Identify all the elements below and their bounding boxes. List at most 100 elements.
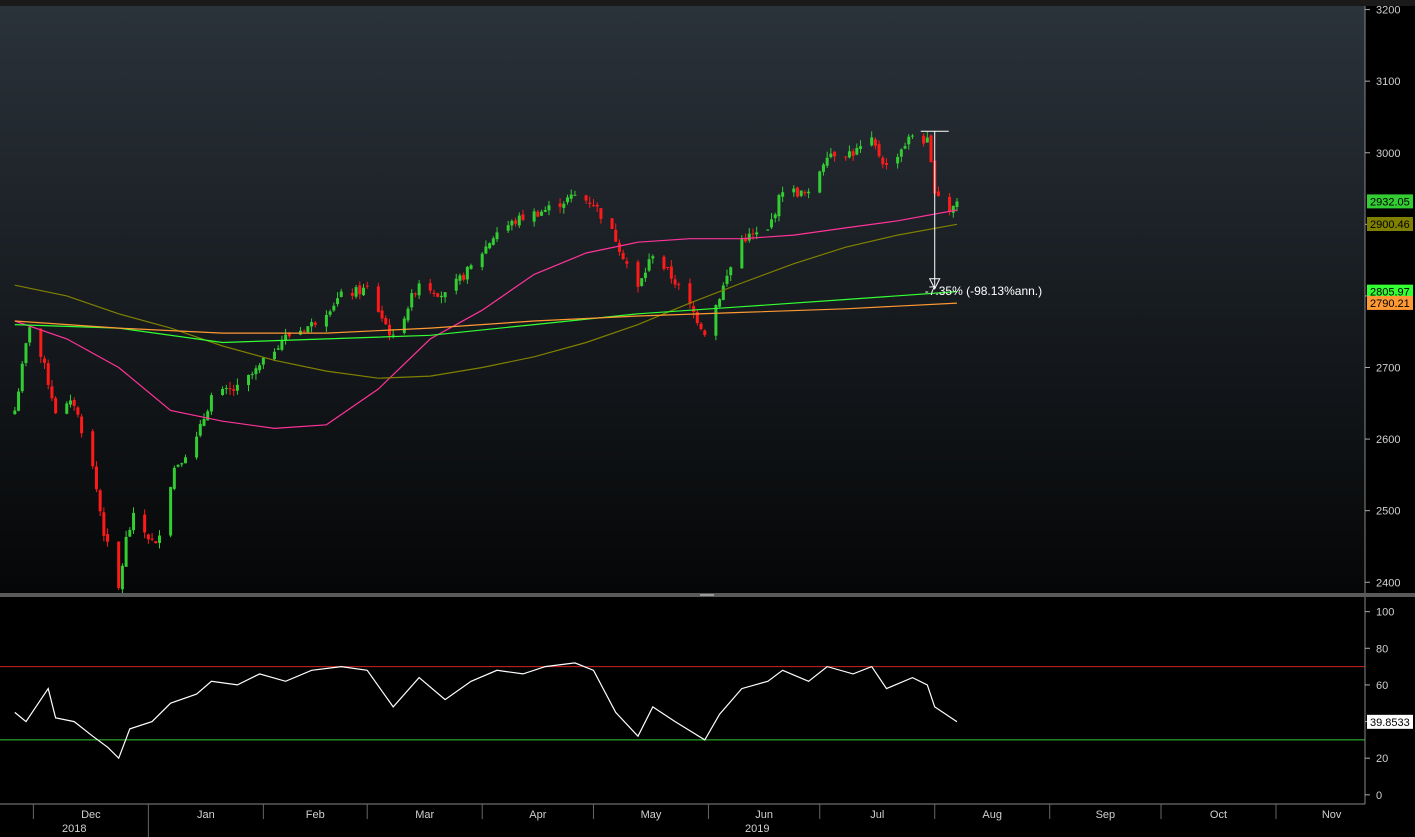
candle-down xyxy=(287,333,291,337)
candle-down xyxy=(232,389,236,391)
candle-down xyxy=(50,386,54,399)
candle-up xyxy=(13,410,17,415)
candle-up xyxy=(903,146,907,149)
osc-y-tick-label: 80 xyxy=(1376,643,1388,655)
date-axis: Dec Jan Feb Mar Apr May Jun Jul Aug Sep Oct Nov 2018… xyxy=(0,803,1365,837)
y-tick-label: 2700 xyxy=(1376,363,1400,375)
candle-up xyxy=(68,400,72,405)
month-label: Jul xyxy=(870,809,884,821)
candle-down xyxy=(313,322,317,325)
candle-up xyxy=(562,203,566,208)
candle-up xyxy=(517,215,521,226)
candle-down xyxy=(844,156,848,158)
month-label: Dec xyxy=(81,809,101,821)
candle-up xyxy=(443,292,447,298)
candle-down xyxy=(617,243,621,252)
candle-up xyxy=(176,464,180,467)
main-y-axis: 2400250026002700280029003000310032002932… xyxy=(1364,5,1413,593)
candle-up xyxy=(951,205,955,213)
candle-down xyxy=(462,274,466,280)
candle-up xyxy=(540,211,544,216)
candle-down xyxy=(428,283,432,291)
candle-up xyxy=(955,201,959,207)
y-tick-label: 3200 xyxy=(1376,5,1400,17)
line-ma200a xyxy=(14,291,958,344)
candle-up xyxy=(310,322,314,327)
candle-down xyxy=(877,144,881,157)
candle-up xyxy=(818,171,822,193)
candle-down xyxy=(436,293,440,297)
osc-y-tick-label: 60 xyxy=(1376,680,1388,692)
month-label: Sep xyxy=(1096,809,1116,821)
candle-up xyxy=(120,565,124,590)
candle-up xyxy=(573,194,577,196)
candle-down xyxy=(692,306,696,312)
candle-down xyxy=(365,285,369,287)
candle-down xyxy=(751,233,755,235)
y-tick-label: 3000 xyxy=(1376,148,1400,160)
candle-up xyxy=(643,272,647,279)
main-panel-background xyxy=(0,6,1365,593)
last-value-box-ma50 xyxy=(1367,194,1413,209)
last-value-label-ma100: 2900.46 xyxy=(1370,219,1410,231)
candle-up xyxy=(391,334,395,336)
candle-down xyxy=(703,330,707,336)
candle-up xyxy=(332,305,336,311)
candle-up xyxy=(770,219,774,228)
candle-up xyxy=(821,164,825,172)
candle-down xyxy=(677,284,681,286)
month-label: Apr xyxy=(529,809,546,821)
candle-up xyxy=(755,232,759,235)
candle-up xyxy=(807,191,811,194)
candle-up xyxy=(569,194,573,199)
candle-up xyxy=(198,424,202,436)
candle-up xyxy=(306,326,310,333)
candle-down xyxy=(666,266,670,268)
candle-up xyxy=(792,188,796,193)
panel-divider-grip[interactable] xyxy=(700,594,714,596)
osc-y-tick-label: 20 xyxy=(1376,753,1388,765)
candle-down xyxy=(536,211,540,217)
candle-up xyxy=(124,536,128,567)
candle-down xyxy=(514,220,518,224)
candle-down xyxy=(91,431,95,467)
candle-up xyxy=(328,311,332,315)
candle-up xyxy=(847,151,851,158)
candle-up xyxy=(747,233,751,241)
candle-down xyxy=(106,534,110,542)
candle-up xyxy=(195,436,199,458)
candle-up xyxy=(458,275,462,281)
candle-up xyxy=(899,149,903,157)
candle-up xyxy=(128,529,132,537)
candle-down xyxy=(922,135,926,144)
candle-down xyxy=(948,196,952,212)
candle-up xyxy=(506,225,510,231)
candle-down xyxy=(150,538,154,540)
candle-down xyxy=(688,283,692,305)
candle-up xyxy=(65,403,69,414)
candle-up xyxy=(172,467,176,489)
candle-down xyxy=(46,363,50,385)
candle-down xyxy=(803,192,807,194)
candle-down xyxy=(350,293,354,296)
candle-up xyxy=(224,388,228,390)
candle-up xyxy=(829,153,833,158)
candle-up xyxy=(825,157,829,166)
candle-up xyxy=(132,512,136,531)
candle-up xyxy=(465,266,469,280)
candle-up xyxy=(532,211,536,222)
candle-up xyxy=(480,253,484,268)
candle-down xyxy=(929,135,933,162)
candle-down xyxy=(384,318,388,325)
candle-up xyxy=(907,136,911,145)
annotation-label: -7.35% (-98.13%ann.) xyxy=(925,284,1042,298)
candle-up xyxy=(721,285,725,300)
month-label: Nov xyxy=(1322,809,1342,821)
candle-up xyxy=(469,265,473,269)
candle-down xyxy=(39,328,43,357)
last-value-label-ma50: 2932.05 xyxy=(1370,196,1410,208)
candle-up xyxy=(543,210,547,212)
line-ma50 xyxy=(14,209,958,430)
candle-up xyxy=(651,256,655,259)
candle-down xyxy=(94,466,98,490)
